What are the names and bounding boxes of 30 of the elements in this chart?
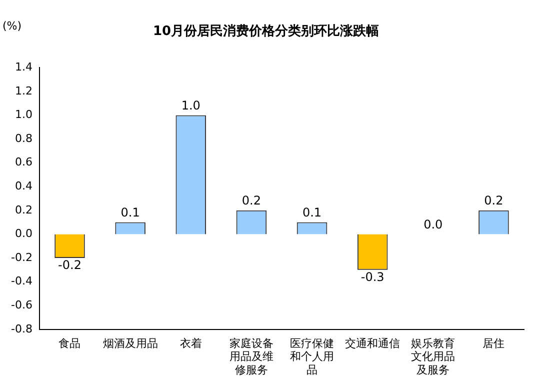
data-label: 1.0 [181,98,200,112]
x-tick-label: 娱乐教育文化用品及服务 [411,336,456,376]
y-tick-label: 0.8 [14,132,32,145]
data-label: -0.2 [58,258,82,272]
data-label: 0.1 [302,205,322,220]
x-tick-label: 烟酒及用品 [102,336,158,350]
x-tick-label: 交通和通信 [345,336,400,350]
data-label: 0.2 [242,194,261,208]
y-tick-label: 0.0 [14,227,32,240]
y-tick-label: 0.4 [14,179,32,192]
y-tick-label: 1.0 [14,108,32,122]
x-tick-label: 居住 [482,336,505,350]
y-tick-label: -0.2 [10,250,32,264]
data-label: 0.0 [424,217,443,232]
y-tick-label: 0.6 [14,156,32,169]
data-label: 0.1 [120,205,140,220]
data-label: 0.2 [484,194,504,208]
y-tick-label: 1.4 [14,60,32,74]
y-tick-label: 1.2 [14,84,32,98]
x-tick-label: 衣着 [180,336,202,350]
y-tick-label: -0.6 [10,298,32,312]
y-axis-title: (%) [2,19,22,32]
x-tick-label: 食品 [58,336,81,350]
data-label: -0.3 [360,270,384,284]
x-tick-label: 医疗保健和个人用品 [290,336,334,376]
x-tick-label: 家庭设备用品及维修服务 [229,336,274,376]
y-tick-label: -0.4 [10,274,32,288]
y-tick-label: 0.2 [14,203,32,216]
chart-title: 10月份居民消费价格分类别环比涨跌幅 [152,24,380,40]
y-tick-label: -0.8 [10,322,32,336]
